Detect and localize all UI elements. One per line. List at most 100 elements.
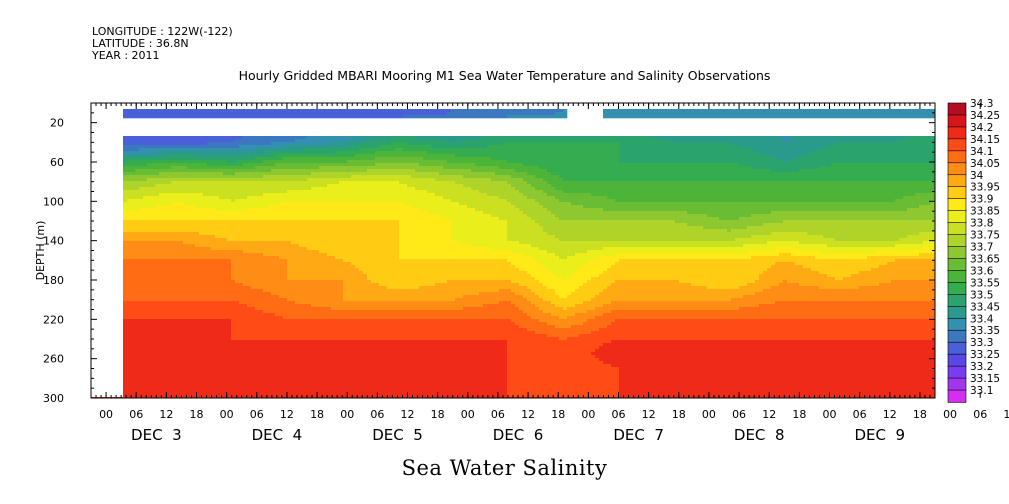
salinity-cell — [127, 214, 132, 218]
salinity-cell — [331, 220, 336, 224]
salinity-cell — [259, 208, 264, 212]
salinity-cell — [243, 184, 248, 188]
salinity-cell — [263, 379, 268, 383]
salinity-cell — [199, 391, 204, 395]
salinity-cell — [231, 394, 236, 398]
salinity-cell — [207, 340, 212, 344]
salinity-cell — [211, 163, 216, 167]
salinity-cell — [231, 157, 236, 161]
salinity-cell — [323, 253, 328, 257]
salinity-cell — [331, 364, 336, 368]
salinity-cell — [235, 223, 240, 227]
salinity-cell — [179, 157, 184, 161]
salinity-cell — [175, 223, 180, 227]
salinity-cell — [259, 160, 264, 164]
salinity-cell — [327, 319, 332, 323]
salinity-cell — [323, 337, 328, 341]
salinity-cell — [267, 214, 272, 218]
salinity-cell — [247, 274, 252, 278]
salinity-cell — [135, 265, 140, 269]
salinity-cell — [263, 112, 268, 116]
salinity-cell — [151, 376, 156, 380]
salinity-cell — [247, 307, 252, 311]
salinity-cell — [143, 349, 148, 353]
salinity-cell — [139, 280, 144, 284]
salinity-cell — [323, 295, 328, 299]
salinity-cell — [123, 331, 128, 335]
salinity-cell — [139, 193, 144, 197]
salinity-cell — [187, 337, 192, 341]
salinity-cell — [263, 367, 268, 371]
salinity-cell — [299, 358, 304, 362]
salinity-cell — [223, 289, 228, 293]
salinity-cell — [223, 274, 228, 278]
salinity-cell — [243, 259, 248, 263]
salinity-cell — [171, 235, 176, 239]
salinity-cell — [195, 352, 200, 356]
salinity-cell — [239, 112, 244, 116]
salinity-cell — [143, 175, 148, 179]
salinity-cell — [235, 229, 240, 233]
salinity-cell — [163, 172, 168, 176]
salinity-cell — [235, 256, 240, 260]
salinity-cell — [211, 157, 216, 161]
salinity-cell — [267, 187, 272, 191]
salinity-cell — [339, 175, 344, 179]
salinity-cell — [171, 232, 176, 236]
salinity-cell — [171, 346, 176, 350]
salinity-cell — [207, 268, 212, 272]
salinity-cell — [131, 286, 136, 290]
salinity-cell — [159, 277, 164, 281]
salinity-cell — [275, 286, 280, 290]
salinity-cell — [323, 214, 328, 218]
salinity-cell — [279, 139, 284, 143]
salinity-cell — [299, 226, 304, 230]
salinity-cell — [279, 313, 284, 317]
salinity-cell — [259, 109, 264, 113]
salinity-cell — [295, 340, 300, 344]
salinity-cell — [171, 184, 176, 188]
salinity-cell — [335, 151, 340, 155]
salinity-cell — [319, 271, 324, 275]
salinity-cell — [123, 154, 128, 158]
salinity-cell — [227, 256, 232, 260]
salinity-cell — [283, 304, 288, 308]
salinity-cell — [239, 337, 244, 341]
salinity-cell — [207, 313, 212, 317]
salinity-cell — [319, 112, 324, 116]
salinity-cell — [299, 283, 304, 287]
salinity-cell — [155, 355, 160, 359]
salinity-cell — [263, 157, 268, 161]
salinity-cell — [135, 271, 140, 275]
salinity-cell — [207, 184, 212, 188]
salinity-cell — [123, 178, 128, 182]
salinity-cell — [159, 232, 164, 236]
salinity-cell — [243, 316, 248, 320]
salinity-cell — [295, 280, 300, 284]
salinity-cell — [339, 313, 344, 317]
salinity-cell — [283, 268, 288, 272]
salinity-cell — [131, 373, 136, 377]
salinity-cell — [307, 229, 312, 233]
salinity-cell — [299, 370, 304, 374]
salinity-cell — [207, 166, 212, 170]
salinity-cell — [291, 274, 296, 278]
salinity-cell — [151, 349, 156, 353]
salinity-cell — [299, 289, 304, 293]
salinity-cell — [319, 274, 324, 278]
salinity-cell — [231, 181, 236, 185]
salinity-cell — [255, 184, 260, 188]
salinity-cell — [123, 319, 128, 323]
salinity-cell — [155, 169, 160, 173]
salinity-cell — [147, 190, 152, 194]
salinity-cell — [327, 283, 332, 287]
salinity-cell — [307, 184, 312, 188]
salinity-cell — [175, 163, 180, 167]
salinity-cell — [243, 328, 248, 332]
salinity-cell — [199, 295, 204, 299]
salinity-cell — [255, 379, 260, 383]
salinity-cell — [335, 316, 340, 320]
salinity-cell — [339, 220, 344, 224]
salinity-cell — [131, 241, 136, 245]
salinity-cell — [191, 184, 196, 188]
